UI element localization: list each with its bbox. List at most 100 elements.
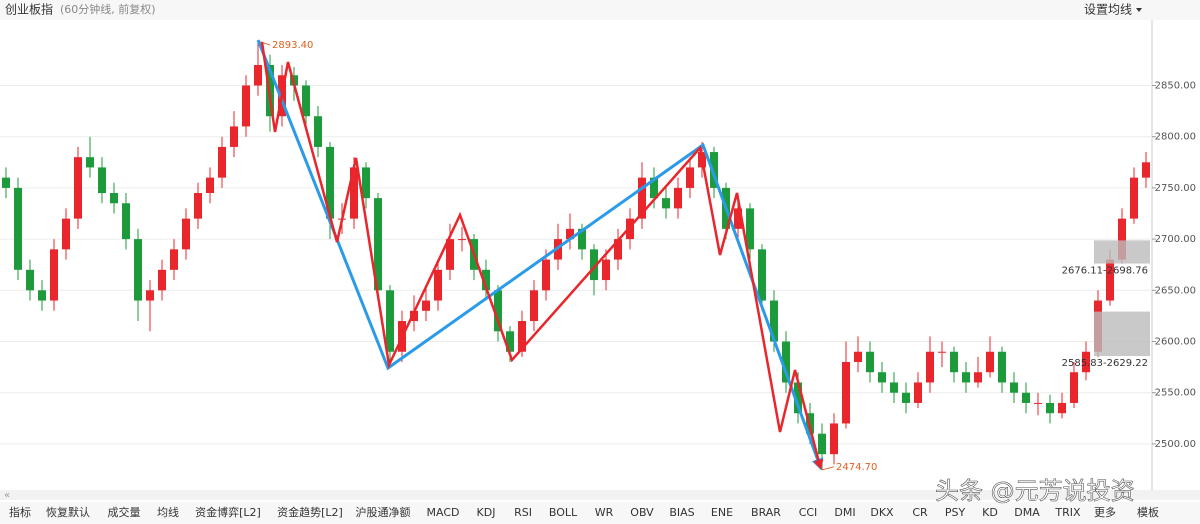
dropdown-icon[interactable] — [1136, 8, 1142, 12]
tab[interactable]: KDJ — [477, 506, 496, 519]
tab[interactable]: DMI — [834, 506, 855, 519]
annotation-label: 2474.70 — [836, 462, 877, 473]
candle-body — [1130, 177, 1138, 219]
candle-body — [206, 177, 214, 194]
annotation-label: 2893.40 — [272, 40, 313, 51]
candle-body — [710, 152, 718, 188]
y-tick-label: 2550.00 — [1155, 388, 1196, 399]
scroll-left[interactable]: « — [4, 490, 10, 501]
tab[interactable]: 沪股通净额 — [356, 505, 411, 519]
candle-body — [254, 65, 262, 86]
tab[interactable]: 资金博弈[L2] — [195, 505, 261, 519]
chart-subtitle: (60分钟线, 前复权) — [60, 2, 156, 16]
gap-box — [1094, 240, 1150, 264]
tab[interactable]: PSY — [945, 506, 966, 519]
candle-body — [638, 177, 646, 219]
tab[interactable]: 恢复默认 — [46, 505, 90, 519]
tab[interactable]: CR — [912, 506, 928, 519]
blue-wave-arrow — [256, 39, 824, 471]
candle-body — [782, 341, 790, 383]
candle-body — [134, 239, 142, 301]
candle-body — [2, 177, 10, 188]
candle-body — [1106, 259, 1114, 301]
tab[interactable]: MACD — [427, 506, 460, 519]
y-tick-label: 2800.00 — [1155, 132, 1196, 143]
candle-body — [326, 146, 334, 219]
candle-body — [626, 218, 634, 240]
y-tick-label: 2500.00 — [1155, 439, 1196, 450]
candle-body — [374, 198, 382, 291]
tab[interactable]: 资金趋势[L2] — [277, 505, 343, 519]
tab[interactable]: DMA — [1014, 506, 1040, 519]
candle-body — [194, 193, 202, 219]
candle-body — [746, 208, 754, 250]
chart-title: 创业板指 — [5, 2, 53, 17]
candle-body — [758, 249, 766, 301]
tab[interactable]: 更多 — [1094, 505, 1116, 519]
candle-body — [482, 269, 490, 291]
candle-body — [926, 351, 934, 383]
candle-body — [998, 351, 1006, 383]
candle-body — [1142, 162, 1150, 178]
tab[interactable]: TRIX — [1054, 506, 1081, 519]
candle-body — [62, 218, 70, 250]
candle-body — [86, 157, 94, 168]
candle-body — [770, 300, 778, 342]
candle-body — [74, 157, 82, 219]
tab[interactable]: 成交量 — [108, 505, 141, 519]
candle-body — [734, 208, 742, 229]
candle-body — [446, 239, 454, 270]
candle-body — [542, 259, 550, 291]
candle-body — [830, 423, 838, 455]
tab[interactable]: ENE — [711, 506, 733, 519]
tab[interactable]: RSI — [514, 506, 532, 519]
plot-area: 2500.00 2550.00 2600.00 2650.00 2700.00 2750.… — [0, 40, 1196, 473]
scrollbar[interactable] — [0, 490, 1200, 500]
candle-body — [230, 126, 238, 147]
candle-body — [1058, 402, 1066, 414]
settings-button[interactable]: 设置均线 — [1084, 3, 1132, 17]
candle-body — [350, 167, 358, 219]
gap-box — [1094, 311, 1150, 357]
tab[interactable]: DKX — [870, 506, 894, 519]
tab[interactable]: BIAS — [669, 506, 694, 519]
candle-body — [914, 382, 922, 403]
candle-body — [422, 300, 430, 311]
candle-body — [386, 290, 394, 352]
tab[interactable]: CCI — [799, 506, 818, 519]
candle-body — [506, 331, 514, 352]
candle-body — [1034, 402, 1042, 404]
candle-body — [854, 351, 862, 362]
candle-body — [590, 249, 598, 281]
y-tick-label: 2750.00 — [1155, 183, 1196, 194]
header-bar — [0, 0, 1200, 20]
tab[interactable]: 均线 — [157, 505, 179, 519]
tab[interactable]: BRAR — [751, 506, 781, 519]
candle-body — [122, 203, 130, 240]
candle-body — [110, 193, 118, 204]
tab[interactable]: KD — [982, 506, 998, 519]
tab[interactable]: BOLL — [549, 506, 578, 519]
candle-body — [974, 372, 982, 383]
candle-body — [1010, 382, 1018, 393]
gap-label: 2676.11-2698.76 — [1062, 266, 1148, 277]
candle-body — [434, 269, 442, 301]
candle-body — [518, 321, 526, 352]
candle-body — [1046, 402, 1054, 414]
candle-body — [458, 239, 466, 241]
candle-body — [962, 372, 970, 383]
candle-body — [794, 382, 802, 414]
candle-body — [1070, 372, 1078, 403]
tab[interactable]: 模板 — [1137, 505, 1159, 519]
tab[interactable]: WR — [595, 506, 614, 519]
candle-body — [878, 372, 886, 383]
candle-body — [866, 351, 874, 373]
candle-body — [842, 361, 850, 424]
candle-body — [890, 382, 898, 393]
candle-body — [98, 167, 106, 194]
tab[interactable]: OBV — [630, 506, 654, 519]
annotation-pointer — [821, 466, 835, 471]
candle-body — [986, 351, 994, 373]
tab[interactable]: 指标 — [9, 505, 31, 519]
